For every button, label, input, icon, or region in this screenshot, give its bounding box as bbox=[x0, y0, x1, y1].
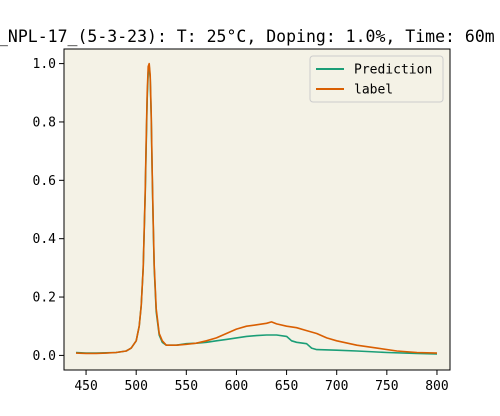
x-tick-label: 700 bbox=[325, 379, 348, 394]
x-tick-label: 650 bbox=[275, 379, 298, 394]
series-layer bbox=[75, 62, 438, 355]
plot-frame bbox=[63, 48, 451, 371]
y-tick-label: 1.0 bbox=[33, 57, 56, 72]
legend-label-label: label bbox=[354, 83, 393, 98]
x-tick-label: 800 bbox=[425, 379, 448, 394]
x-tick-label: 600 bbox=[225, 379, 248, 394]
x-tick-label: 500 bbox=[124, 379, 147, 394]
y-tick-label: 0.0 bbox=[33, 349, 56, 364]
y-tick-label: 0.8 bbox=[33, 115, 56, 130]
y-tick-label: 0.4 bbox=[33, 232, 57, 247]
series-line-label bbox=[75, 62, 438, 355]
y-tick-label: 0.6 bbox=[33, 174, 56, 189]
chart-title: _NPL-17_(5-3-23): T: 25°C, Doping: 1.0%,… bbox=[0, 27, 495, 46]
legend: Prediction label bbox=[309, 55, 444, 103]
x-axis: 450 500 550 600 650 700 750 800 bbox=[74, 370, 449, 394]
x-tick-label: 450 bbox=[74, 379, 97, 394]
x-tick-label: 550 bbox=[175, 379, 198, 394]
y-tick-label: 0.2 bbox=[33, 291, 56, 306]
x-tick-label: 750 bbox=[375, 379, 398, 394]
y-axis: 0.0 0.2 0.4 0.6 0.8 1.0 bbox=[33, 57, 64, 364]
legend-box bbox=[309, 55, 444, 103]
legend-label-prediction: Prediction bbox=[354, 63, 432, 78]
